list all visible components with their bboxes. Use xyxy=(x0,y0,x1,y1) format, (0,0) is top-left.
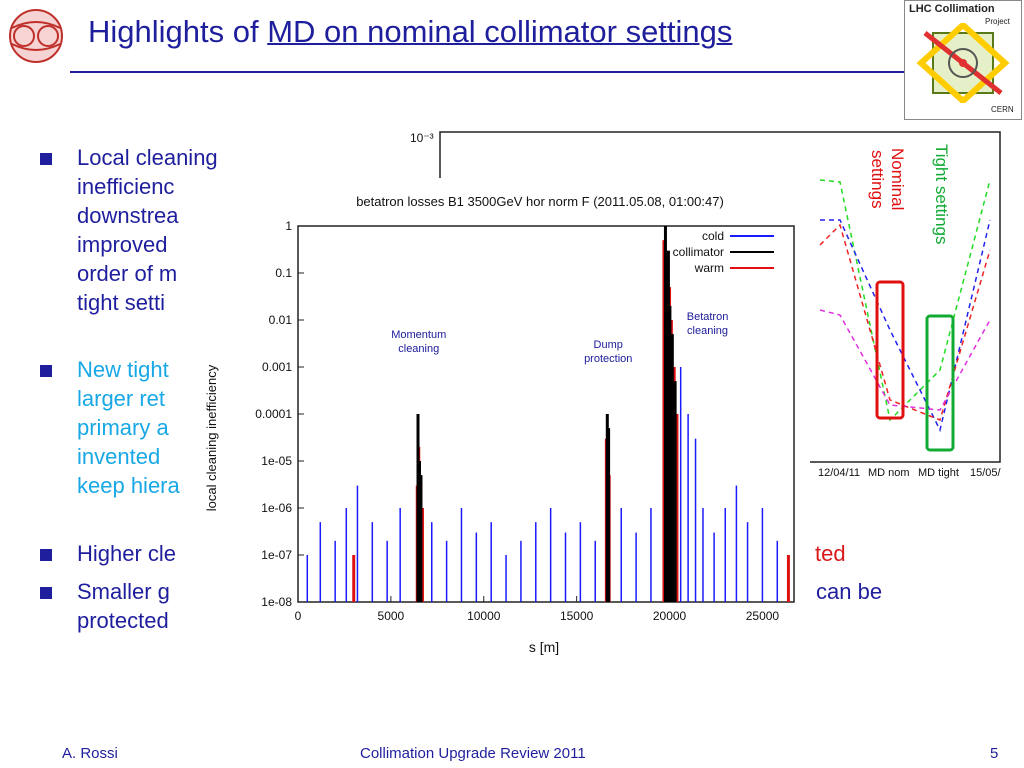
y-tick-label: 0.01 xyxy=(269,313,293,327)
bullet-1-line-3: downstrea xyxy=(77,203,179,228)
x-tick-label: 25000 xyxy=(746,609,780,623)
bullet-1-line-1: Local cleaning xyxy=(77,145,218,170)
y-tick-label: 1 xyxy=(285,219,292,233)
annotation-label: Momentum xyxy=(391,329,446,341)
x-tick-label: 0 xyxy=(295,609,302,623)
x-tick-label: 15000 xyxy=(560,609,594,623)
bullet-1-line-4: improved xyxy=(77,232,168,257)
plot-frame xyxy=(297,225,795,603)
nominal-highlight-box xyxy=(875,280,905,420)
bullet-3-suffix: ted xyxy=(815,541,846,566)
bullet-1-line-6: tight setti xyxy=(77,290,166,315)
annotation-label: Dump xyxy=(594,339,623,351)
annot-nominal-line-1: Nominal xyxy=(888,148,907,210)
bullet-1-line-5: order of m xyxy=(77,261,178,286)
loss-map-chart: betatron losses B1 3500GeV hor norm F (2… xyxy=(200,178,810,660)
back-x-tick-1: 12/04/11 xyxy=(818,467,860,479)
annot-tight: Tight settings xyxy=(932,144,951,244)
back-x-tick-2: MD nom xyxy=(868,467,910,479)
y-tick-label: 1e-08 xyxy=(261,595,292,609)
x-tick-label: 20000 xyxy=(653,609,687,623)
title-prefix: Highlights of xyxy=(88,14,268,49)
bullet-3-text: Higher cle xyxy=(77,541,177,566)
logo-text: LHC Collimation xyxy=(909,3,995,15)
logo-sub-cern: CERN xyxy=(991,105,1014,114)
annotation-label: cleaning xyxy=(687,325,728,337)
bullet-1-text: Local cleaning inefficienc downstrea imp… xyxy=(77,143,218,317)
bullet-marker-3 xyxy=(40,549,52,561)
tight-highlight-box xyxy=(925,314,955,452)
collimation-diagram-icon xyxy=(916,23,1010,103)
lhc-collimation-logo: LHC Collimation Project CERN xyxy=(904,0,1022,120)
logo-sub-project: Project xyxy=(985,17,1010,26)
title-emphasis: MD on nominal collimator settings xyxy=(267,14,733,49)
back-series-magenta xyxy=(819,309,991,411)
title-divider xyxy=(70,71,920,73)
back-x-tick-4: 15/05/ xyxy=(970,467,1002,479)
annotation-label: cleaning xyxy=(398,343,439,355)
annot-nominal-line-2: settings xyxy=(868,150,887,209)
bullet-2-text: New tight larger ret primary a invented … xyxy=(77,355,180,500)
back-x-tick-3: MD tight xyxy=(918,467,959,479)
x-tick-label: 5000 xyxy=(378,609,405,623)
bullet-4-text: Smaller g protected xyxy=(77,577,170,635)
bullet-2-line-4: invented xyxy=(77,444,161,469)
y-tick-label: 1e-05 xyxy=(261,454,292,468)
page-title: Highlights of MD on nominal collimator s… xyxy=(88,14,732,50)
y-tick-label: 1e-07 xyxy=(261,548,292,562)
bullet-2-line-3: primary a xyxy=(77,415,169,440)
back-series-blue xyxy=(820,219,991,433)
legend-label: cold xyxy=(702,229,724,243)
chart-title: betatron losses B1 3500GeV hor norm F (2… xyxy=(356,194,724,209)
y-tick-label: 1e-06 xyxy=(261,501,292,515)
bullet-2-line-2: larger ret xyxy=(77,386,166,411)
bullet-4-suffix: can be xyxy=(816,579,883,604)
chart-y-label: local cleaning inefficiency xyxy=(204,364,219,511)
footer-author: A. Rossi xyxy=(62,745,118,762)
bullet-marker-1 xyxy=(40,153,52,165)
legend-label: collimator xyxy=(673,245,724,259)
bullet-4-line-2: protected xyxy=(77,608,169,633)
bullet-1-line-2: inefficienc xyxy=(77,174,175,199)
annotation-label: protection xyxy=(584,353,632,365)
bullet-marker-4 xyxy=(40,587,52,599)
y-tick-label: 0.001 xyxy=(262,360,292,374)
footer-event: Collimation Upgrade Review 2011 xyxy=(360,745,586,762)
page-number: 5 xyxy=(990,745,999,762)
back-series-red xyxy=(819,223,991,422)
chart-x-label: s [m] xyxy=(529,639,559,655)
cern-logo-left xyxy=(4,8,68,64)
back-plot-series xyxy=(819,179,991,433)
bullet-2-line-5: keep hiera xyxy=(77,473,180,498)
y-tick-label: 0.1 xyxy=(275,266,292,280)
bullet-2-line-1: New tight xyxy=(77,357,169,382)
back-plot-y-top-label: 10⁻³ xyxy=(410,131,434,145)
back-series-green xyxy=(819,179,991,422)
y-tick-label: 0.0001 xyxy=(255,407,292,421)
x-tick-label: 10000 xyxy=(467,609,501,623)
legend-label: warm xyxy=(694,261,724,275)
bullet-4-line-1: Smaller g xyxy=(77,579,170,604)
plot-area: 1 0.1 0.01 0.001 0.0001 1e-05 1e-06 1e-07 1e-080… xyxy=(255,219,795,623)
annotation-label: Betatron xyxy=(687,311,729,323)
bullet-marker-2 xyxy=(40,365,52,377)
